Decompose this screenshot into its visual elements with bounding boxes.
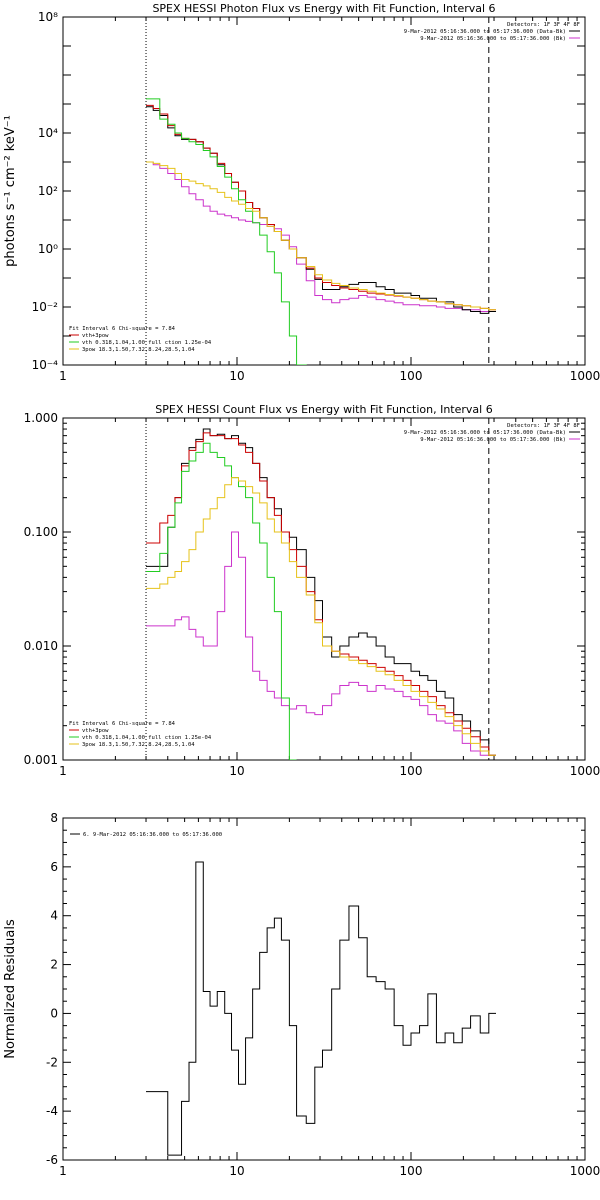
legend-entry-label: 3pow 18.3,1.50,7.32,8.24,28.5,1.04: [82, 742, 195, 748]
legend-entry-label: 3pow 18.3,1.50,7.32,8.24,28.5,1.04: [82, 347, 195, 353]
y-tick-label: 10⁸: [38, 10, 58, 24]
series-line: [146, 98, 307, 365]
legend-header: Fit Interval 6 Chi-square = 7.84: [69, 326, 176, 332]
x-tick-label: 1000: [570, 369, 600, 383]
series-line: [146, 531, 497, 756]
legend-entry-label: 9-Mar-2012 05:16:36.000 to 05:17:36.000 …: [420, 437, 566, 443]
y-tick-label: 2: [50, 958, 58, 972]
x-tick-label: 100: [400, 369, 423, 383]
x-tick-label: 1: [59, 764, 67, 778]
plot-frame: [62, 417, 586, 761]
y-tick-label: 1.000: [24, 411, 58, 425]
y-tick-label: 10⁻⁴: [32, 358, 59, 372]
series-group: [146, 98, 497, 365]
series-group: [146, 428, 497, 760]
y-tick-label: 10⁻²: [32, 300, 59, 314]
y-axis-label: Normalized Residuals: [3, 919, 18, 1059]
x-tick-label: 1: [59, 1164, 67, 1178]
x-tick-label: 10: [229, 369, 244, 383]
y-tick-label: 0.100: [24, 525, 58, 539]
y-tick-label: 0.001: [24, 753, 58, 767]
series-line: [146, 442, 297, 760]
x-tick-label: 100: [400, 764, 423, 778]
x-tick-label: 100: [400, 1164, 423, 1178]
y-tick-label: 6: [50, 860, 58, 874]
x-tick-label: 10: [229, 1164, 244, 1178]
y-tick-label: -4: [46, 1104, 58, 1118]
legend-entry-label: 9-Mar-2012 05:16:36.000 to 05:17:36.000 …: [404, 29, 566, 35]
legend-entry-label: 9-Mar-2012 05:16:36.000 to 05:17:36.000 …: [420, 36, 566, 42]
series-group: [146, 861, 497, 1156]
legend-entry-label: vth+3pow: [82, 333, 109, 339]
x-tick-label: 10: [229, 764, 244, 778]
legend-entry-label: 6. 9-Mar-2012 05:16:36.000 to 05:17:36.0…: [83, 832, 222, 838]
series-line: [146, 161, 497, 311]
count-flux-panel: SPEX HESSI Count Flux vs Energy with Fit…: [24, 403, 600, 778]
chart-title: SPEX HESSI Photon Flux vs Energy with Fi…: [152, 2, 495, 15]
y-tick-label: 0: [50, 1006, 58, 1020]
legend-header: Fit Interval 6 Chi-square = 7.84: [69, 721, 176, 727]
x-tick-label: 1000: [570, 764, 600, 778]
legend-entry-label: vth+3pow: [82, 728, 109, 734]
series-line: [146, 432, 497, 756]
series-line: [146, 861, 497, 1156]
legend-entry-label: 9-Mar-2012 05:16:36.000 to 05:17:36.000 …: [404, 430, 566, 436]
legend-entry-label: vth 0.318,1.04,1.00 full ction 1.25e-04: [82, 340, 212, 346]
x-tick-label: 1: [59, 369, 67, 383]
y-tick-label: 10²: [38, 184, 58, 198]
series-line: [146, 477, 497, 756]
series-line: [146, 428, 497, 756]
series-line: [146, 106, 497, 314]
y-tick-label: 8: [50, 811, 58, 825]
chart-title: SPEX HESSI Count Flux vs Energy with Fit…: [155, 403, 492, 416]
legend-entry-label: vth 0.318,1.04,1.00 full ction 1.25e-04: [82, 735, 212, 741]
y-tick-label: 10⁴: [38, 126, 58, 140]
x-tick-label: 1000: [570, 1164, 600, 1178]
plot-frame: [62, 817, 586, 1161]
y-tick-label: 0.010: [24, 639, 58, 653]
y-tick-label: -2: [46, 1055, 58, 1069]
y-tick-label: -6: [46, 1153, 58, 1167]
y-tick-label: 10⁰: [38, 242, 58, 256]
legend-header: Detectors: 1F 3F 4F 8F: [507, 22, 580, 28]
photon-flux-panel: SPEX HESSI Photon Flux vs Energy with Fi…: [3, 2, 600, 383]
series-line: [146, 161, 497, 312]
y-axis-label: photons s⁻¹ cm⁻² keV⁻¹: [3, 115, 18, 267]
y-tick-label: 4: [50, 909, 58, 923]
legend-header: Detectors: 1F 3F 4F 8F: [507, 423, 580, 429]
residuals-panel: 1 10 100 1000 -6 -4 -2 0 2 4 6 8 Normalized Residual…: [3, 811, 600, 1178]
plot-frame: [62, 16, 586, 366]
